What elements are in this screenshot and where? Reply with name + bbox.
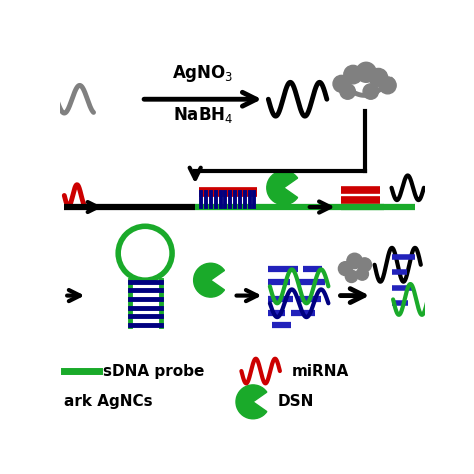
Circle shape bbox=[358, 258, 372, 272]
Wedge shape bbox=[194, 263, 225, 297]
Circle shape bbox=[347, 253, 362, 269]
Circle shape bbox=[333, 75, 350, 92]
Circle shape bbox=[369, 68, 388, 87]
Text: DSN: DSN bbox=[278, 394, 314, 410]
Text: sDNA probe: sDNA probe bbox=[103, 364, 204, 379]
Circle shape bbox=[346, 270, 358, 283]
Circle shape bbox=[379, 77, 396, 94]
Circle shape bbox=[356, 62, 376, 82]
Circle shape bbox=[340, 84, 356, 99]
Wedge shape bbox=[236, 385, 267, 419]
Text: NaBH$_4$: NaBH$_4$ bbox=[173, 105, 233, 126]
Wedge shape bbox=[267, 171, 298, 205]
Circle shape bbox=[356, 268, 368, 280]
Text: AgNO$_3$: AgNO$_3$ bbox=[172, 63, 234, 84]
Text: miRNA: miRNA bbox=[292, 364, 349, 379]
Circle shape bbox=[363, 84, 378, 99]
Circle shape bbox=[338, 262, 352, 275]
Circle shape bbox=[344, 65, 362, 84]
Text: ark AgNCs: ark AgNCs bbox=[64, 394, 153, 410]
